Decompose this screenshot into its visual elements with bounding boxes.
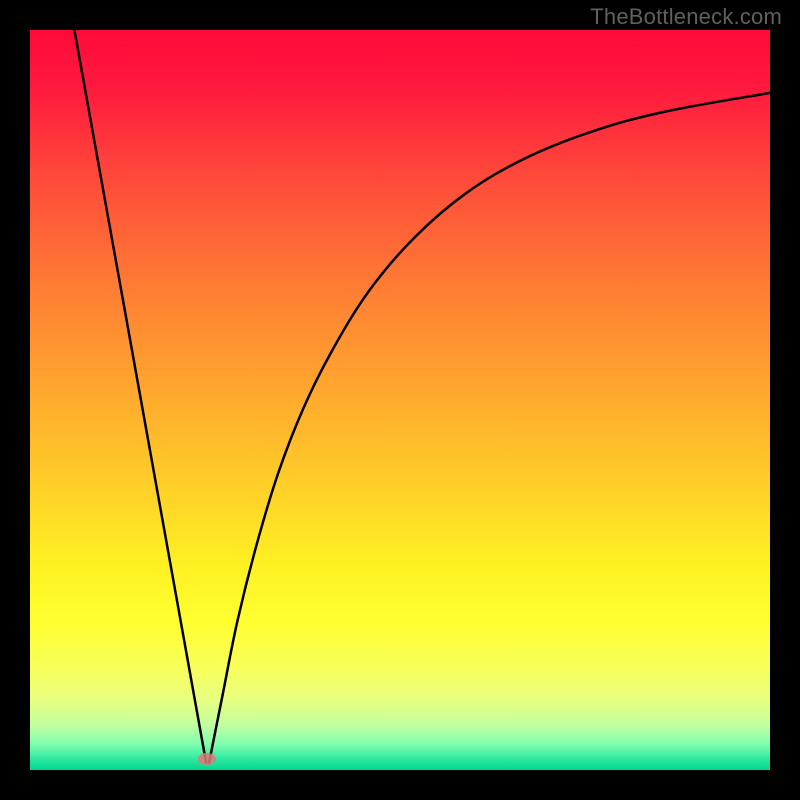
curve-right-branch [209,93,770,763]
plot-area [30,30,770,770]
watermark-text: TheBottleneck.com [590,4,782,30]
minimum-marker [198,753,216,765]
curve-left-branch [74,30,206,763]
curve-layer [30,30,770,770]
